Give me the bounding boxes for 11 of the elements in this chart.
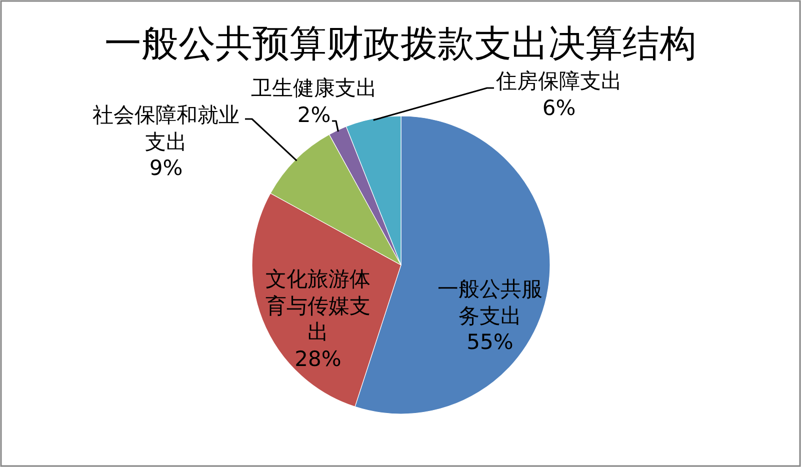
data-label: 28% [294, 346, 342, 372]
slice-label: 文化旅游体育与传媒支出 [264, 266, 372, 346]
chart-title: 一般公共预算财政拨款支出决算结构 [104, 22, 698, 66]
slice-label: 住房保障支出 [495, 68, 623, 94]
data-label: 55% [466, 329, 514, 356]
slice-label: 一般公共服务支出 [436, 276, 544, 329]
data-label: 2% [297, 102, 331, 126]
data-label: 9% [148, 155, 184, 182]
slice-label: 社会保障和就业支出 [92, 102, 240, 155]
slice-label: 卫生健康支出 [250, 75, 378, 102]
data-label: 6% [541, 94, 577, 121]
